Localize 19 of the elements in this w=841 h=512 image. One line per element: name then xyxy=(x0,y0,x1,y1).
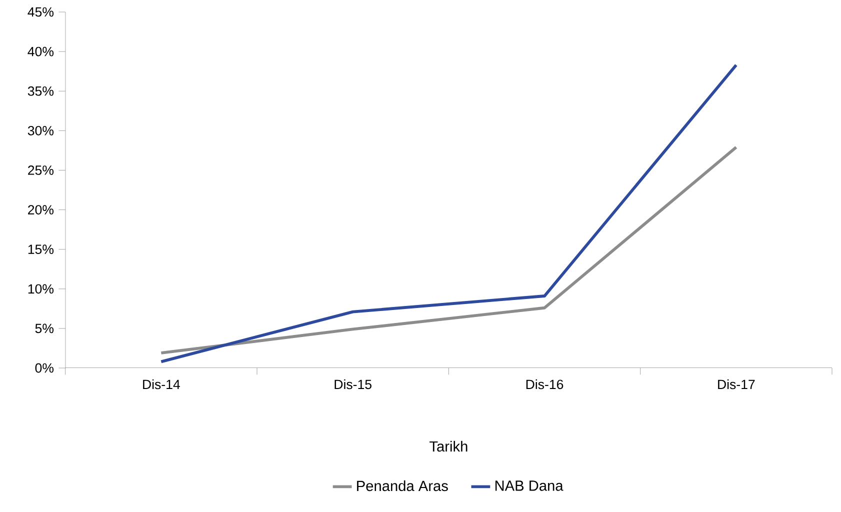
line-series xyxy=(160,64,738,364)
y-tick-label: 0% xyxy=(35,363,54,373)
y-tick-label: 5% xyxy=(35,324,54,334)
y-tick-label: 35% xyxy=(28,86,54,96)
x-tick-label: Dis-14 xyxy=(143,379,180,390)
y-tick-label: 25% xyxy=(28,166,54,175)
y-tick-label: 40% xyxy=(28,46,54,56)
y-tick-label: 30% xyxy=(28,126,54,136)
x-tick-label: Dis-15 xyxy=(334,379,372,390)
y-tick-label: 20% xyxy=(28,205,54,214)
y-tick-label: 15% xyxy=(28,244,54,254)
line-series xyxy=(160,146,738,354)
y-tick-label: 45% xyxy=(28,7,54,17)
y-tick-label: 10% xyxy=(28,284,54,294)
legend-label: Penanda Aras xyxy=(357,480,448,492)
x-axis-title: Tarikh xyxy=(430,440,468,452)
x-tick-label: Dis-17 xyxy=(718,379,755,390)
x-tick-label: Dis-16 xyxy=(526,379,564,390)
legend-label: NAB Dana xyxy=(495,480,564,491)
